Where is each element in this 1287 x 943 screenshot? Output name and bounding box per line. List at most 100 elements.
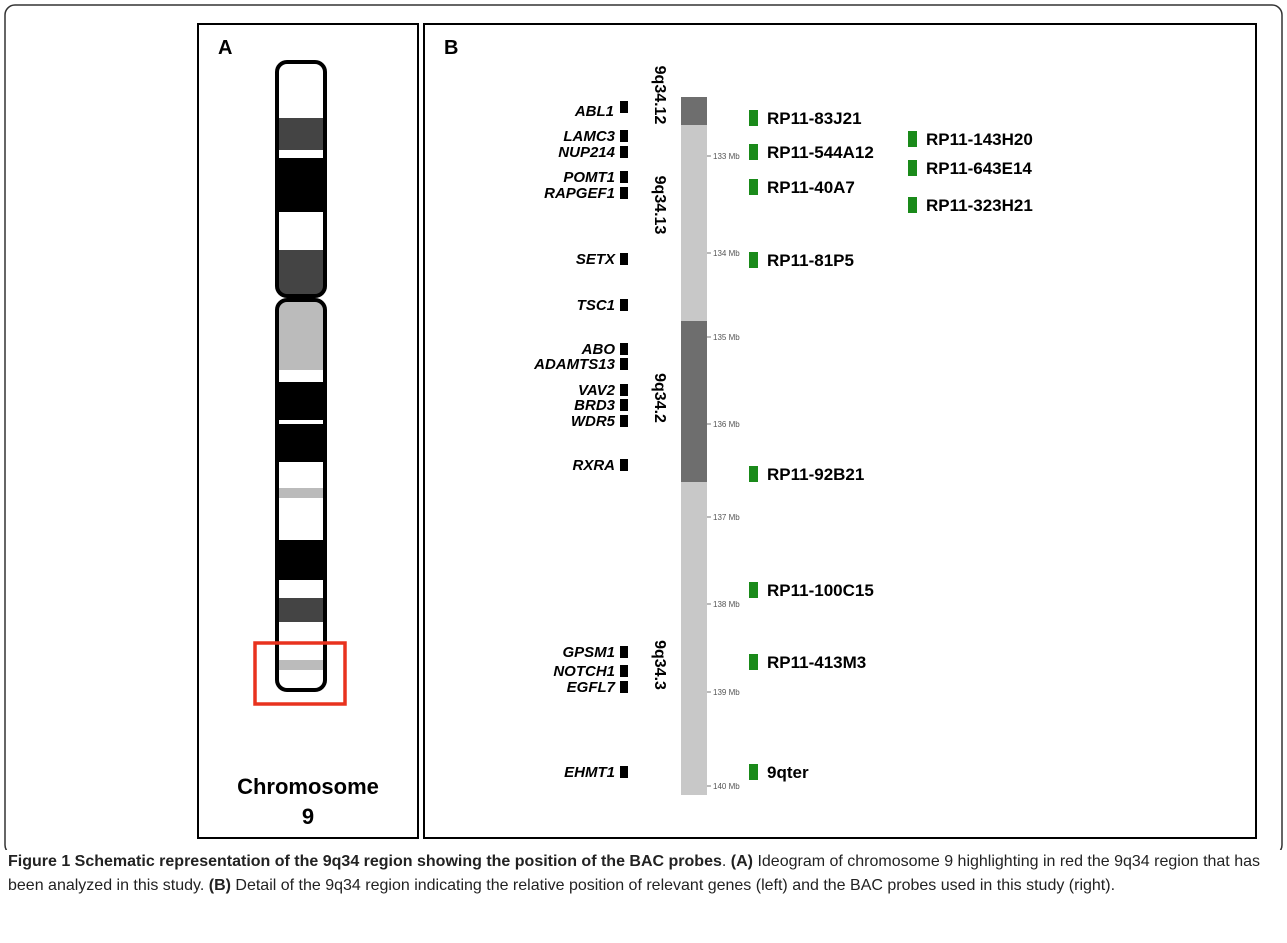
caption-text: Detail of the 9q34 region indicating the…: [235, 877, 1115, 894]
probe-label: RP11-83J21: [767, 109, 862, 128]
chromosome-band: [277, 488, 325, 498]
gene-marker: [620, 130, 628, 142]
gene-label: BRD3: [574, 397, 615, 414]
gene-marker: [620, 646, 628, 658]
gene-label: EHMT1: [564, 764, 615, 781]
probe-marker: [749, 179, 758, 195]
chromosome-ideogram: [277, 62, 325, 690]
probe-label: RP11-100C15: [767, 581, 874, 600]
probe-marker: [749, 144, 758, 160]
caption-label: (B): [209, 877, 231, 894]
gene-label: GPSM1: [562, 644, 615, 661]
chromosome-band: [277, 598, 325, 622]
chromosome-band: [277, 670, 325, 690]
probe-label: RP11-40A7: [767, 178, 855, 197]
gene-marker: [620, 146, 628, 158]
page: {"figure": { "panel_a": {"label": "A", "…: [0, 0, 1287, 943]
panel-label: B: [444, 37, 458, 59]
band-label: 9q34.12: [651, 66, 668, 125]
probe-marker: [749, 466, 758, 482]
probe-label: RP11-643E14: [926, 159, 1032, 178]
probe-marker: [908, 131, 917, 147]
band-label: 9q34.3: [651, 640, 668, 690]
caption-title: Figure 1 Schematic representation of the…: [8, 853, 722, 870]
gene-marker: [620, 171, 628, 183]
gene-label: ABL1: [574, 103, 614, 120]
probe-label: RP11-81P5: [767, 251, 854, 270]
gene-label: LAMC3: [563, 128, 615, 145]
gene-label: EGFL7: [567, 679, 616, 696]
band-label: 9q34.13: [651, 176, 668, 235]
panel-label: A: [218, 37, 232, 59]
figure-border: [5, 5, 1282, 850]
probe-label: RP11-413M3: [767, 653, 866, 672]
figure: A B Chromosome 9 9q34.12 9q34.13 9q34.2 9q3…: [0, 0, 1287, 850]
probe-label: RP11-323H21: [926, 196, 1033, 215]
gene-marker: [620, 766, 628, 778]
dark-band: [681, 321, 707, 482]
gene-label: TSC1: [577, 297, 615, 314]
chromosome-band: [277, 300, 325, 370]
probe-label: RP11-92B21: [767, 465, 864, 484]
gene-marker: [620, 343, 628, 355]
probe-marker: [749, 252, 758, 268]
tick-label: 140 Mb: [713, 782, 740, 791]
chromosome-band: [277, 420, 325, 424]
gene-label: WDR5: [571, 413, 616, 430]
chromosome-band: [277, 660, 325, 670]
probe-marker: [749, 654, 758, 670]
chromosome-band: [277, 118, 325, 150]
chromosome-band: [277, 382, 325, 420]
chromosome-band: [277, 150, 325, 158]
chromosome-band: [277, 212, 325, 250]
tick-label: 137 Mb: [713, 513, 740, 522]
tick-label: 136 Mb: [713, 420, 740, 429]
gene-label: ADAMTS13: [533, 356, 616, 373]
gene-label: POMT1: [563, 169, 615, 186]
gene-marker: [620, 187, 628, 199]
chromosome-band: [277, 540, 325, 580]
tick-label: 138 Mb: [713, 600, 740, 609]
gene-marker: [620, 358, 628, 370]
gene-label: NUP214: [558, 144, 615, 161]
chromosome-band: [277, 622, 325, 660]
chromosome-band: [277, 580, 325, 598]
chromosome-band: [277, 62, 325, 118]
probe-marker: [749, 764, 758, 780]
gene-marker: [620, 681, 628, 693]
dark-band: [681, 97, 707, 125]
gene-label: RXRA: [572, 457, 615, 474]
probe-marker: [908, 160, 917, 176]
tick-label: 133 Mb: [713, 152, 740, 161]
chromosome-band: [277, 462, 325, 488]
probe-label: 9qter: [767, 763, 809, 782]
tick-label: 139 Mb: [713, 688, 740, 697]
chromosome-band: [277, 498, 325, 540]
gene-marker: [620, 101, 628, 113]
chromosome-band: [277, 370, 325, 382]
gene-marker: [620, 665, 628, 677]
probe-marker: [908, 197, 917, 213]
chromosome-band: [277, 158, 325, 212]
chromosome-label: Chromosome: [237, 774, 379, 799]
probe-marker: [749, 110, 758, 126]
caption-label: (A): [731, 853, 753, 870]
chromosome-band: [277, 250, 325, 296]
probe-marker: [749, 582, 758, 598]
tick-label: 135 Mb: [713, 333, 740, 342]
gene-marker: [620, 253, 628, 265]
chromosome-bands: [277, 62, 325, 690]
gene-label: NOTCH1: [553, 663, 615, 680]
probe-label: RP11-544A12: [767, 143, 874, 162]
chromosome-band: [277, 424, 325, 462]
gene-marker: [620, 384, 628, 396]
gene-label: RAPGEF1: [544, 185, 615, 202]
gene-marker: [620, 415, 628, 427]
band-label: 9q34.2: [651, 373, 668, 423]
gene-marker: [620, 399, 628, 411]
caption: Figure 1 Schematic representation of the…: [8, 850, 1280, 898]
probe-label: RP11-143H20: [926, 130, 1033, 149]
caption-sep: .: [722, 853, 726, 870]
chromosome-label: 9: [302, 804, 314, 829]
gene-marker: [620, 459, 628, 471]
